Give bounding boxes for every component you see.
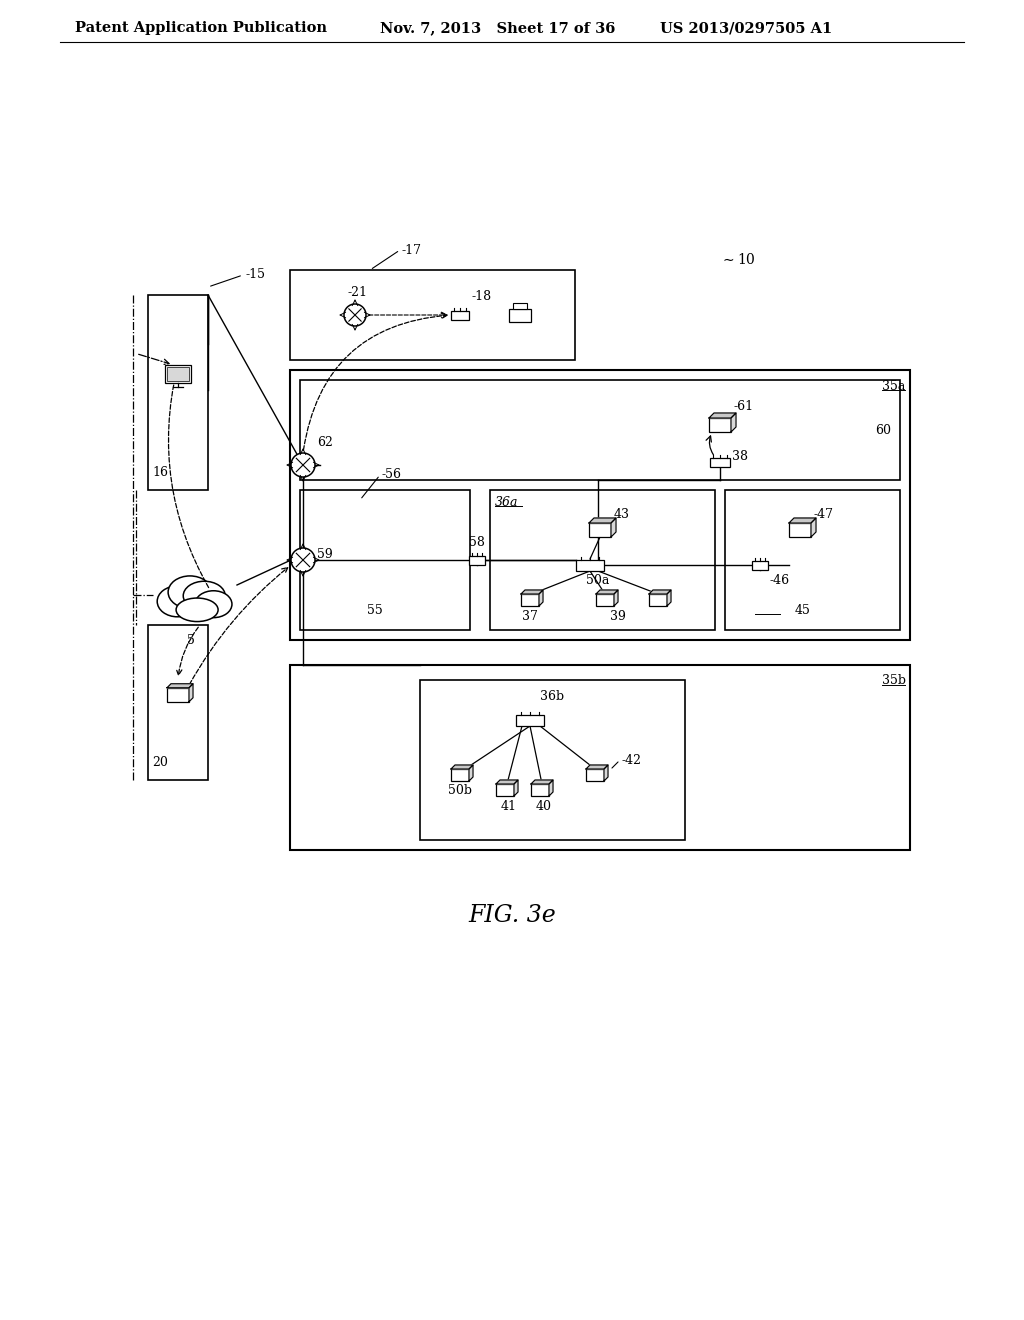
- Polygon shape: [469, 766, 473, 781]
- Bar: [166, 364, 190, 383]
- Polygon shape: [596, 590, 618, 594]
- Ellipse shape: [168, 576, 212, 609]
- Polygon shape: [531, 780, 553, 784]
- Text: -17: -17: [402, 243, 422, 256]
- Polygon shape: [731, 413, 736, 432]
- Polygon shape: [614, 590, 618, 606]
- Text: US 2013/0297505 A1: US 2013/0297505 A1: [660, 21, 833, 36]
- Text: 41: 41: [501, 800, 517, 813]
- Bar: [709, 418, 731, 432]
- Text: -61: -61: [734, 400, 754, 413]
- Polygon shape: [709, 413, 736, 418]
- Bar: [300, 380, 900, 480]
- Ellipse shape: [195, 591, 232, 618]
- Text: Nov. 7, 2013   Sheet 17 of 36: Nov. 7, 2013 Sheet 17 of 36: [380, 21, 615, 36]
- Text: -46: -46: [770, 574, 791, 587]
- Text: 5: 5: [187, 634, 195, 647]
- Bar: [521, 594, 539, 606]
- Bar: [586, 770, 604, 781]
- Bar: [148, 294, 208, 490]
- Bar: [531, 784, 549, 796]
- Text: $\sim$10: $\sim$10: [720, 252, 756, 268]
- Bar: [167, 367, 188, 380]
- Polygon shape: [589, 517, 616, 523]
- Bar: [451, 770, 469, 781]
- Text: -42: -42: [622, 754, 642, 767]
- Text: -21: -21: [347, 286, 367, 300]
- Ellipse shape: [158, 586, 198, 616]
- Text: -47: -47: [814, 508, 834, 521]
- Text: -18: -18: [472, 290, 493, 304]
- Text: 35a: 35a: [882, 380, 905, 392]
- Text: 40: 40: [536, 800, 552, 813]
- Circle shape: [344, 304, 366, 326]
- Polygon shape: [811, 517, 816, 537]
- Circle shape: [291, 453, 315, 477]
- Polygon shape: [451, 766, 473, 770]
- Bar: [148, 624, 208, 780]
- Bar: [513, 302, 527, 309]
- Polygon shape: [549, 780, 553, 796]
- Text: 39: 39: [610, 610, 626, 623]
- Ellipse shape: [183, 581, 225, 610]
- Text: Patent Application Publication: Patent Application Publication: [75, 21, 327, 36]
- Bar: [596, 594, 614, 606]
- Text: 55: 55: [368, 603, 383, 616]
- Bar: [451, 310, 469, 319]
- Bar: [290, 271, 575, 360]
- Bar: [509, 309, 531, 322]
- Bar: [290, 370, 910, 640]
- Bar: [490, 490, 715, 630]
- Text: FIG. 3e: FIG. 3e: [468, 903, 556, 927]
- Polygon shape: [539, 590, 543, 606]
- Ellipse shape: [176, 598, 218, 622]
- Text: 38: 38: [732, 450, 748, 463]
- Polygon shape: [521, 590, 543, 594]
- Polygon shape: [496, 780, 518, 784]
- Text: 16: 16: [152, 466, 168, 479]
- Text: 50a: 50a: [586, 574, 609, 587]
- Circle shape: [291, 548, 315, 572]
- Bar: [516, 714, 544, 726]
- Text: 58: 58: [469, 536, 485, 549]
- Text: 50b: 50b: [449, 784, 472, 797]
- Bar: [575, 560, 604, 570]
- Text: 45: 45: [795, 603, 810, 616]
- Polygon shape: [604, 766, 608, 781]
- Bar: [496, 784, 514, 796]
- Polygon shape: [586, 766, 608, 770]
- Text: -15: -15: [245, 268, 265, 281]
- Bar: [752, 561, 768, 569]
- Text: 60: 60: [874, 424, 891, 437]
- Text: 62: 62: [317, 437, 333, 450]
- Text: 59: 59: [317, 549, 333, 561]
- Bar: [589, 523, 611, 537]
- Text: 36a: 36a: [495, 495, 518, 508]
- Polygon shape: [514, 780, 518, 796]
- Polygon shape: [649, 590, 671, 594]
- Bar: [649, 594, 667, 606]
- Text: 37: 37: [522, 610, 538, 623]
- Bar: [790, 523, 811, 537]
- Bar: [290, 665, 910, 850]
- Text: 43: 43: [614, 508, 630, 521]
- Text: 20: 20: [152, 755, 168, 768]
- Bar: [420, 680, 685, 840]
- Polygon shape: [167, 684, 193, 688]
- Text: 35b: 35b: [882, 675, 906, 688]
- Bar: [167, 688, 189, 702]
- Bar: [725, 490, 900, 630]
- Bar: [300, 490, 470, 630]
- Bar: [469, 556, 485, 565]
- Polygon shape: [611, 517, 616, 537]
- Polygon shape: [790, 517, 816, 523]
- Polygon shape: [667, 590, 671, 606]
- Text: -56: -56: [382, 469, 402, 482]
- Text: 36b: 36b: [541, 689, 564, 702]
- Bar: [710, 458, 730, 466]
- Polygon shape: [189, 684, 193, 702]
